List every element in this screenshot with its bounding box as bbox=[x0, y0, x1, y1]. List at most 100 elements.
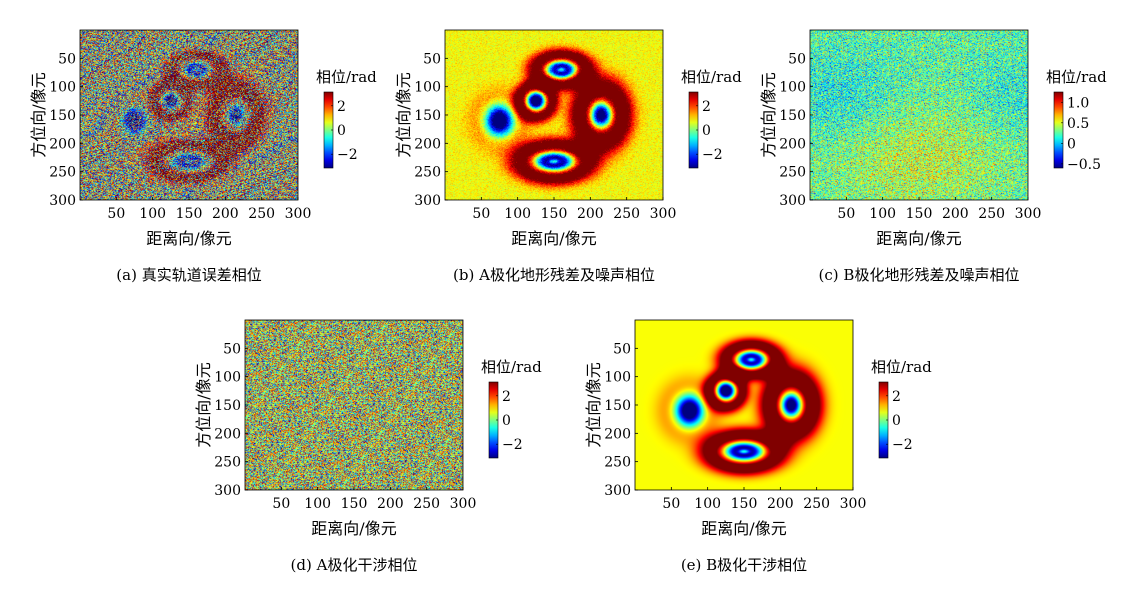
colorbar-tick-label: −2 bbox=[337, 147, 358, 163]
y-tick-label: 300 bbox=[49, 193, 76, 209]
y-tick-label: 200 bbox=[214, 426, 241, 442]
y-tick-label: 100 bbox=[414, 80, 441, 96]
y-axis-label: 方位向/像元 bbox=[584, 362, 603, 447]
x-tick-label: 100 bbox=[504, 206, 531, 222]
panel-caption: (d) A极化干涉相位 bbox=[291, 556, 418, 574]
y-tick-label: 250 bbox=[414, 165, 441, 181]
colorbar-label: 相位/rad bbox=[481, 358, 542, 376]
x-tick-label: 200 bbox=[767, 496, 794, 512]
colorbar-tick-label: −2 bbox=[892, 437, 913, 453]
x-tick-label: 300 bbox=[650, 206, 677, 222]
colorbar-tick-label: 0 bbox=[502, 413, 511, 429]
x-axis-label: 距离向/像元 bbox=[511, 229, 596, 248]
y-tick-label: 50 bbox=[223, 341, 241, 357]
x-tick-label: 150 bbox=[906, 206, 933, 222]
colorbar-tick-label: 2 bbox=[702, 99, 711, 115]
x-tick-label: 100 bbox=[694, 496, 721, 512]
y-tick-label: 250 bbox=[214, 455, 241, 471]
heatmap-image bbox=[635, 320, 853, 490]
y-tick-label: 300 bbox=[779, 193, 806, 209]
y-axis-label: 方位向/像元 bbox=[194, 362, 213, 447]
x-tick-label: 100 bbox=[304, 496, 331, 512]
y-tick-label: 300 bbox=[604, 483, 631, 499]
y-tick-label: 200 bbox=[414, 136, 441, 152]
y-tick-label: 150 bbox=[49, 108, 76, 124]
x-tick-label: 150 bbox=[731, 496, 758, 512]
x-tick-label: 200 bbox=[212, 206, 239, 222]
y-tick-label: 150 bbox=[414, 108, 441, 124]
colorbar-tick-label: 0 bbox=[702, 123, 711, 139]
x-axis-label: 距离向/像元 bbox=[876, 229, 961, 248]
colorbar-tick-label: 2 bbox=[502, 389, 511, 405]
x-tick-label: 200 bbox=[377, 496, 404, 512]
y-tick-label: 200 bbox=[604, 426, 631, 442]
x-tick-label: 250 bbox=[613, 206, 640, 222]
x-tick-label: 250 bbox=[248, 206, 275, 222]
panel-b: 50 100 150 200 250 300 50 100 150 200 250 300 距离向/像元… bbox=[394, 29, 742, 284]
y-axis-label: 方位向/像元 bbox=[394, 72, 413, 157]
colorbar-tick-label: −0.5 bbox=[1067, 157, 1101, 173]
colorbar-tick-label: 2 bbox=[337, 99, 346, 115]
panel-caption: (e) B极化干涉相位 bbox=[681, 556, 807, 574]
x-tick-label: 200 bbox=[577, 206, 604, 222]
y-axis-label: 方位向/像元 bbox=[759, 72, 778, 157]
panel-caption: (b) A极化地形残差及噪声相位 bbox=[453, 266, 655, 284]
colorbar-tick-label: 0 bbox=[1067, 136, 1076, 152]
x-tick-label: 100 bbox=[869, 206, 896, 222]
heatmap-image bbox=[245, 320, 463, 490]
panel-caption: (a) 真实轨道误差相位 bbox=[116, 266, 261, 284]
y-tick-label: 250 bbox=[604, 455, 631, 471]
y-tick-label: 100 bbox=[49, 80, 76, 96]
x-axis-label: 距离向/像元 bbox=[146, 229, 231, 248]
x-tick-label: 300 bbox=[1015, 206, 1042, 222]
colorbar-label: 相位/rad bbox=[871, 358, 932, 376]
heatmap-image bbox=[810, 30, 1028, 200]
x-tick-label: 300 bbox=[285, 206, 312, 222]
y-tick-label: 200 bbox=[49, 136, 76, 152]
y-tick-label: 250 bbox=[49, 165, 76, 181]
panel-d: 50 100 150 200 250 300 50 100 150 200 250 300 距离向/像元… bbox=[194, 319, 542, 574]
colorbar-tick-label: −2 bbox=[702, 147, 723, 163]
x-axis-label: 距离向/像元 bbox=[311, 519, 396, 538]
y-tick-label: 100 bbox=[604, 370, 631, 386]
y-tick-label: 50 bbox=[58, 51, 76, 67]
panel-e: 50 100 150 200 250 300 50 100 150 200 250 300 距离向/像元… bbox=[584, 319, 932, 574]
colorbar-tick-label: 2 bbox=[892, 389, 901, 405]
x-tick-label: 50 bbox=[472, 206, 490, 222]
x-tick-label: 300 bbox=[840, 496, 867, 512]
y-axis-label: 方位向/像元 bbox=[29, 72, 48, 157]
y-tick-label: 150 bbox=[779, 108, 806, 124]
colorbar-tick-label: −2 bbox=[502, 437, 523, 453]
x-tick-label: 150 bbox=[176, 206, 203, 222]
y-tick-label: 150 bbox=[604, 398, 631, 414]
panel-caption: (c) B极化地形残差及噪声相位 bbox=[819, 266, 1020, 284]
x-tick-label: 250 bbox=[803, 496, 830, 512]
y-tick-label: 250 bbox=[779, 165, 806, 181]
colorbar-tick-label: 0 bbox=[892, 413, 901, 429]
colorbar bbox=[1053, 91, 1064, 169]
colorbar-label: 相位/rad bbox=[316, 68, 377, 86]
y-tick-label: 50 bbox=[613, 341, 631, 357]
panel-c: 50 100 150 200 250 300 50 100 150 200 250 300 距离向/像元… bbox=[759, 29, 1107, 284]
colorbar-tick-label: 0.5 bbox=[1067, 116, 1089, 132]
heatmap-image bbox=[445, 30, 663, 200]
y-tick-label: 50 bbox=[788, 51, 806, 67]
y-tick-label: 100 bbox=[779, 80, 806, 96]
x-tick-label: 300 bbox=[450, 496, 477, 512]
x-tick-label: 250 bbox=[978, 206, 1005, 222]
y-tick-label: 300 bbox=[414, 193, 441, 209]
x-tick-label: 100 bbox=[139, 206, 166, 222]
y-tick-label: 200 bbox=[779, 136, 806, 152]
x-tick-label: 50 bbox=[107, 206, 125, 222]
y-tick-label: 100 bbox=[214, 370, 241, 386]
colorbar-label: 相位/rad bbox=[1046, 68, 1107, 86]
colorbar-tick-label: 0 bbox=[337, 123, 346, 139]
y-tick-label: 50 bbox=[423, 51, 441, 67]
x-tick-label: 150 bbox=[541, 206, 568, 222]
panel-a: 50 100 150 200 250 300 50 100 150 200 250 300 距离向/像元… bbox=[29, 29, 377, 284]
x-tick-label: 50 bbox=[837, 206, 855, 222]
x-axis-label: 距离向/像元 bbox=[701, 519, 786, 538]
x-tick-label: 50 bbox=[662, 496, 680, 512]
colorbar-tick-label: 1.0 bbox=[1067, 95, 1089, 111]
x-tick-label: 150 bbox=[341, 496, 368, 512]
